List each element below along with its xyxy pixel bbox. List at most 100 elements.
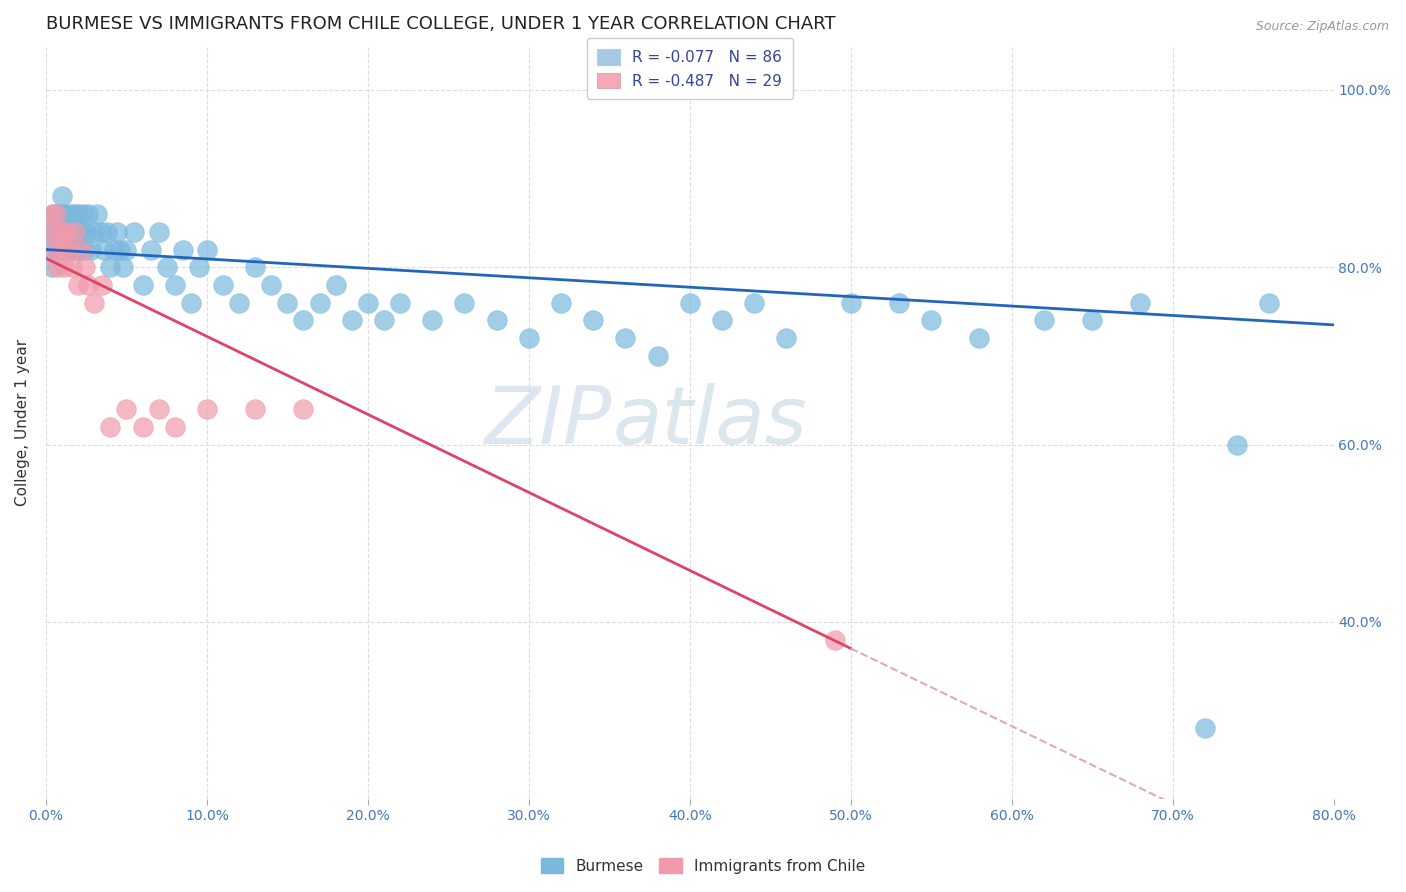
Point	[67, 225, 90, 239]
Point	[91, 277, 114, 292]
Point	[56, 225, 79, 239]
Point	[39, 243, 62, 257]
Point	[260, 277, 283, 292]
Point	[63, 243, 86, 257]
Point	[60, 260, 83, 275]
Point	[49, 243, 72, 257]
Point	[93, 243, 115, 257]
Point	[187, 260, 209, 275]
Point	[245, 402, 267, 417]
Point	[647, 349, 669, 363]
Point	[389, 295, 412, 310]
Point	[83, 225, 105, 239]
Point	[46, 243, 69, 257]
Point	[1081, 313, 1104, 327]
Point	[59, 207, 82, 221]
Point	[58, 243, 80, 257]
Point	[63, 207, 86, 221]
Point	[824, 632, 846, 647]
Point	[59, 243, 82, 257]
Point	[59, 225, 82, 239]
Point	[73, 243, 96, 257]
Point	[325, 277, 347, 292]
Text: BURMESE VS IMMIGRANTS FROM CHILE COLLEGE, UNDER 1 YEAR CORRELATION CHART: BURMESE VS IMMIGRANTS FROM CHILE COLLEGE…	[46, 15, 835, 33]
Point	[45, 225, 67, 239]
Point	[195, 402, 218, 417]
Point	[46, 260, 69, 275]
Text: atlas: atlas	[613, 384, 807, 461]
Point	[1258, 295, 1281, 310]
Point	[742, 295, 765, 310]
Point	[1226, 437, 1249, 451]
Point	[108, 243, 131, 257]
Point	[65, 225, 87, 239]
Point	[115, 243, 138, 257]
Point	[52, 260, 75, 275]
Point	[710, 313, 733, 327]
Point	[156, 260, 179, 275]
Point	[38, 225, 60, 239]
Point	[70, 243, 93, 257]
Point	[131, 419, 153, 434]
Text: Source: ZipAtlas.com: Source: ZipAtlas.com	[1256, 20, 1389, 33]
Point	[357, 295, 380, 310]
Point	[550, 295, 572, 310]
Point	[292, 402, 315, 417]
Point	[517, 331, 540, 345]
Point	[420, 313, 443, 327]
Point	[115, 402, 138, 417]
Point	[52, 225, 75, 239]
Point	[969, 331, 991, 345]
Point	[62, 225, 84, 239]
Point	[131, 277, 153, 292]
Point	[276, 295, 298, 310]
Point	[83, 295, 105, 310]
Point	[105, 225, 128, 239]
Point	[48, 225, 70, 239]
Point	[72, 207, 94, 221]
Point	[340, 313, 363, 327]
Point	[42, 243, 65, 257]
Point	[63, 225, 86, 239]
Point	[1032, 313, 1054, 327]
Point	[53, 207, 76, 221]
Point	[98, 260, 121, 275]
Legend: Burmese, Immigrants from Chile: Burmese, Immigrants from Chile	[534, 852, 872, 880]
Point	[614, 331, 637, 345]
Point	[775, 331, 797, 345]
Point	[163, 277, 186, 292]
Point	[70, 225, 93, 239]
Point	[148, 225, 170, 239]
Point	[195, 243, 218, 257]
Point	[69, 243, 91, 257]
Point	[839, 295, 862, 310]
Point	[75, 225, 97, 239]
Point	[139, 243, 162, 257]
Point	[45, 207, 67, 221]
Point	[582, 313, 605, 327]
Point	[308, 295, 330, 310]
Point	[887, 295, 910, 310]
Point	[920, 313, 942, 327]
Point	[1129, 295, 1152, 310]
Point	[48, 207, 70, 221]
Point	[163, 419, 186, 434]
Point	[96, 225, 118, 239]
Point	[76, 277, 98, 292]
Point	[51, 225, 73, 239]
Point	[56, 225, 79, 239]
Point	[41, 207, 63, 221]
Point	[292, 313, 315, 327]
Point	[453, 295, 475, 310]
Point	[103, 243, 125, 257]
Point	[67, 207, 90, 221]
Point	[42, 207, 65, 221]
Point	[49, 243, 72, 257]
Text: ZIP: ZIP	[485, 384, 613, 461]
Point	[485, 313, 508, 327]
Point	[180, 295, 202, 310]
Point	[373, 313, 395, 327]
Y-axis label: College, Under 1 year: College, Under 1 year	[15, 339, 30, 506]
Legend: R = -0.077   N = 86, R = -0.487   N = 29: R = -0.077 N = 86, R = -0.487 N = 29	[586, 38, 793, 99]
Point	[53, 243, 76, 257]
